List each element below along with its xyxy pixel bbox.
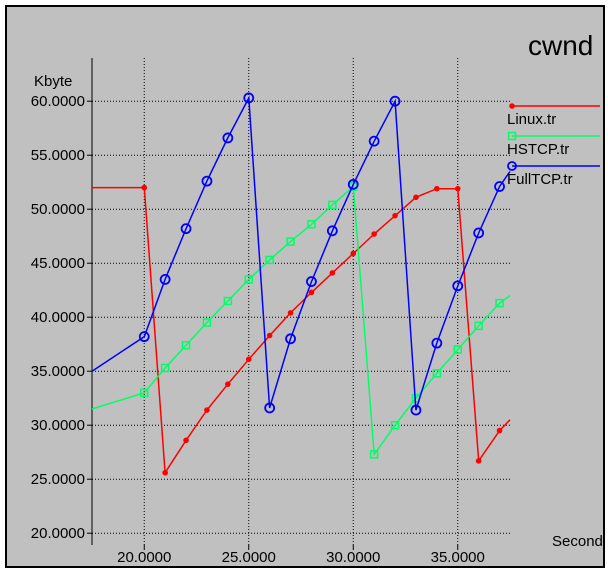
data-point bbox=[431, 337, 443, 349]
plot-area bbox=[92, 58, 510, 544]
data-point bbox=[475, 458, 482, 464]
data-point bbox=[329, 270, 336, 276]
data-point bbox=[392, 212, 398, 219]
legend-marker bbox=[509, 103, 515, 109]
data-point bbox=[473, 227, 485, 239]
series-line-fulltcp-tr bbox=[91, 95, 511, 411]
data-point bbox=[389, 95, 401, 107]
data-point bbox=[162, 469, 168, 476]
data-point bbox=[180, 223, 192, 235]
y-tick-label: 35.0000 bbox=[31, 363, 85, 380]
data-point bbox=[474, 321, 483, 331]
data-point bbox=[350, 250, 357, 257]
data-point bbox=[369, 450, 379, 459]
data-point bbox=[140, 388, 149, 398]
y-tick-label: 55.0000 bbox=[31, 147, 85, 164]
series-line-linux-tr bbox=[92, 186, 511, 475]
data-point bbox=[432, 369, 442, 378]
data-point bbox=[494, 181, 505, 192]
data-point bbox=[496, 427, 503, 434]
data-point bbox=[244, 275, 253, 284]
y-tick-label: 40.0000 bbox=[31, 309, 85, 326]
data-point bbox=[368, 135, 380, 147]
data-point bbox=[286, 237, 295, 246]
legend-label: HSTCP.tr bbox=[507, 141, 569, 158]
legend-entry-fulltcp-tr: FullTCP.tr bbox=[507, 161, 600, 188]
data-point bbox=[225, 381, 231, 387]
data-point bbox=[413, 194, 419, 201]
data-point bbox=[223, 296, 233, 306]
data-point bbox=[347, 178, 359, 190]
y-tick-label: 60.0000 bbox=[31, 93, 85, 110]
data-point bbox=[434, 185, 440, 192]
data-point bbox=[285, 333, 296, 345]
legend-entry-hstcp-tr: HSTCP.tr bbox=[507, 131, 600, 158]
data-point bbox=[201, 175, 213, 187]
series-layer bbox=[91, 92, 511, 476]
data-point bbox=[138, 331, 150, 343]
data-point bbox=[204, 407, 210, 413]
y-tick-label: 25.0000 bbox=[31, 471, 85, 488]
data-point bbox=[306, 276, 317, 287]
y-tick-labels: 20.0000 25.0000 30.0000 35.0000 40.0000 45.00… bbox=[31, 93, 85, 542]
data-point bbox=[287, 310, 294, 316]
y-tick-label: 20.0000 bbox=[31, 525, 85, 542]
x-tick-label: 25.0000 bbox=[222, 549, 276, 566]
data-point bbox=[141, 184, 148, 191]
y-tick-label: 50.0000 bbox=[31, 201, 85, 218]
data-point bbox=[245, 356, 252, 363]
x-axis-label: Second bbox=[552, 533, 603, 550]
data-point bbox=[410, 404, 422, 416]
series-fulltcp-tr bbox=[91, 92, 511, 416]
data-point bbox=[181, 341, 191, 350]
data-point bbox=[452, 280, 464, 292]
data-point bbox=[265, 255, 274, 265]
x-tick-label: 20.0000 bbox=[117, 549, 171, 566]
data-point bbox=[202, 318, 212, 327]
legend-marker bbox=[507, 131, 517, 141]
data-point bbox=[222, 132, 234, 144]
data-point bbox=[307, 220, 316, 229]
data-point bbox=[264, 402, 276, 414]
legend-entry-linux-tr: Linux.tr bbox=[507, 103, 600, 128]
y-tick-label: 30.0000 bbox=[31, 417, 85, 434]
data-point bbox=[495, 298, 504, 308]
data-point bbox=[326, 225, 338, 237]
data-point bbox=[453, 345, 462, 354]
y-axis-label: Kbyte bbox=[34, 73, 72, 90]
x-tick-label: 35.0000 bbox=[431, 549, 485, 566]
data-point bbox=[454, 185, 461, 192]
data-point bbox=[159, 273, 171, 285]
x-tick-labels: 20.0000 25.0000 30.0000 35.0000 bbox=[117, 549, 485, 566]
data-point bbox=[160, 363, 170, 373]
x-tick-label: 30.0000 bbox=[326, 549, 380, 566]
legend: Linux.tr HSTCP.tr FullTCP.tr bbox=[507, 103, 600, 188]
data-point bbox=[266, 332, 273, 339]
legend-label: Linux.tr bbox=[507, 111, 556, 128]
data-point bbox=[308, 289, 315, 296]
data-point bbox=[390, 420, 400, 430]
chart-title: cwnd bbox=[528, 30, 593, 61]
series-linux-tr bbox=[92, 184, 511, 476]
legend-marker bbox=[507, 161, 517, 171]
data-point bbox=[243, 92, 255, 104]
legend-label: FullTCP.tr bbox=[507, 171, 573, 188]
data-point bbox=[328, 200, 337, 210]
y-tick-label: 45.0000 bbox=[31, 255, 85, 272]
data-point bbox=[183, 437, 189, 444]
data-point bbox=[371, 231, 377, 237]
